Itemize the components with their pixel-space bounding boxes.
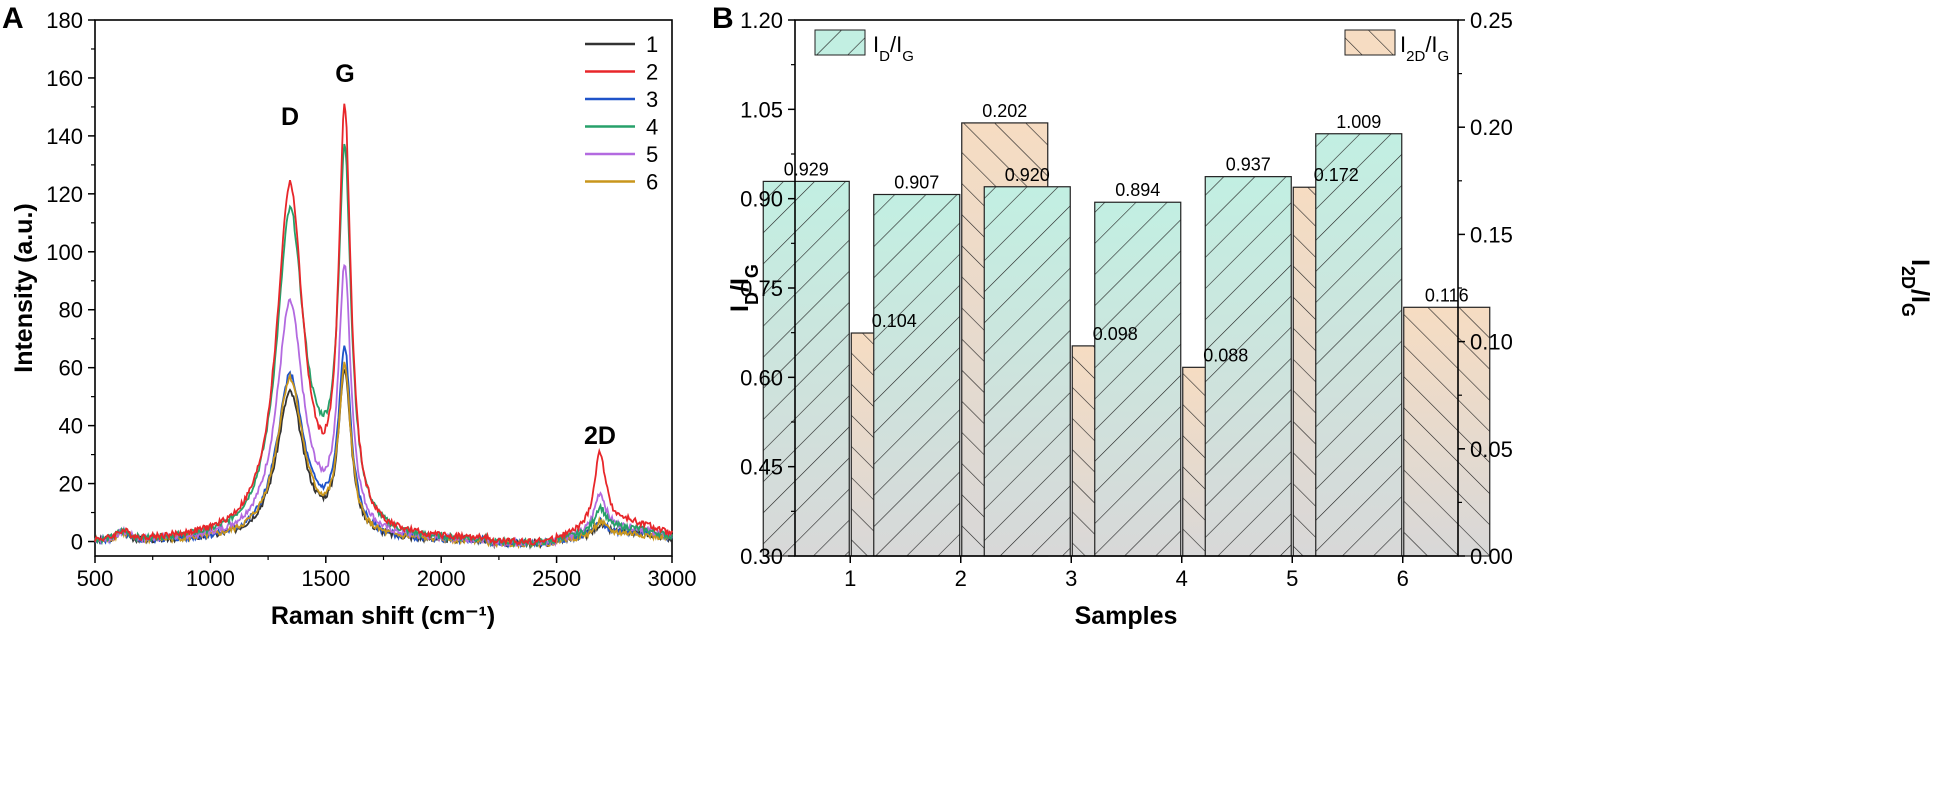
legend-label-2: 2 [646,60,658,85]
y-right-tick-label-b: 0.20 [1470,115,1513,140]
x-tick-label-b: 2 [955,566,967,591]
y-left-tick-label-b: 0.90 [740,187,783,212]
peak-label-g: G [335,60,354,88]
x-tick-label-b: 1 [844,566,856,591]
panel-label-a: A [2,2,24,35]
legend-b: ID/IG I2D/IG [814,29,1449,65]
data-label-id-ig-5: 0.937 [1226,155,1271,175]
y-right-tick-label-b: 0.15 [1470,222,1513,247]
x-axis-title-a: Raman shift (cm⁻¹) [271,602,495,630]
y-tick-label-a: 160 [46,66,83,91]
y-axis-title-a: Intensity (a.u.) [10,203,38,372]
y-right-tick-label-b: 0.10 [1470,330,1513,355]
x-tick-label-a: 3000 [648,566,697,591]
raman-spectra-chart: A 500 1000 1500 2000 2500 3000 0 20 40 60 80 100 120… [2,2,696,630]
y-tick-label-a: 60 [59,356,83,381]
y-left-tick-label-b: 1.05 [740,97,783,122]
x-tick-label-a: 500 [77,566,114,591]
y-right-tick-label-b: 0.05 [1470,437,1513,462]
data-label-id-ig-4: 0.894 [1115,180,1160,200]
y-tick-label-a: 100 [46,240,83,265]
legend-swatch-i2d-ig-hatch [1344,29,1396,56]
x-axis-title-b: Samples [1075,602,1178,630]
data-label-i2d-ig-6: 0.116 [1425,285,1469,305]
bar-id-ig-hatch-5 [1205,176,1292,556]
x-tick-label-b: 3 [1065,566,1077,591]
ratio-bar-chart: B 0.30 0.45 0.60 0.75 0.90 1.05 1.20 0.00 0.05 0.… [712,2,1934,630]
data-label-i2d-ig-1: 0.104 [872,311,917,331]
y-right-tick-label-b: 0.25 [1470,8,1513,33]
bar-id-ig-hatch-1 [763,181,850,556]
legend-label-5: 5 [646,142,658,167]
data-label-i2d-ig-5: 0.172 [1314,165,1359,185]
x-tick-label-b: 5 [1286,566,1298,591]
x-tick-label-a: 1500 [301,566,350,591]
bar-id-ig-hatch-6 [1315,133,1402,557]
y-left-tick-label-b: 0.45 [740,455,783,480]
legend-swatch-id-ig-hatch [814,29,866,56]
legend-label-3: 3 [646,87,658,112]
y-axis-title-right-b: I2D/IG [1898,259,1934,317]
data-label-id-ig-6: 1.009 [1336,112,1381,132]
bar-id-ig-hatch-3 [984,186,1071,556]
y-left-tick-label-b: 1.20 [740,8,783,33]
x-tick-label-b: 4 [1176,566,1188,591]
y-left-tick-label-b: 0.60 [740,365,783,390]
x-tick-label-b: 6 [1397,566,1409,591]
y-tick-label-a: 80 [59,298,83,323]
data-label-i2d-ig-2: 0.202 [982,101,1027,121]
legend-label-i2d-ig: I2D/IG [1400,32,1449,65]
data-label-i2d-ig-3: 0.098 [1093,324,1138,344]
y-tick-label-a: 0 [71,530,83,555]
data-label-i2d-ig-4: 0.088 [1203,345,1248,365]
y-left-tick-label-b: 0.30 [740,544,783,569]
data-label-id-ig-3: 0.920 [1005,165,1050,185]
legend-label-1: 1 [646,32,658,57]
x-tick-label-a: 1000 [186,566,235,591]
y-tick-label-a: 40 [59,414,83,439]
y-tick-label-a: 140 [46,124,83,149]
y-tick-label-a: 120 [46,182,83,207]
x-tick-label-a: 2500 [532,566,581,591]
peak-label-2d: 2D [584,422,616,450]
panel-label-b: B [712,2,734,35]
data-label-id-ig-1: 0.929 [784,159,829,179]
y-tick-label-a: 20 [59,472,83,497]
bar-id-ig-hatch-4 [1094,202,1181,557]
plot-frame-a [94,19,673,557]
legend-label-6: 6 [646,170,658,195]
legend-a: 1 23 45 6 [585,32,658,195]
x-tick-label-a: 2000 [417,566,466,591]
spectrum-line-2 [94,103,673,547]
peak-label-d: D [281,103,299,131]
bar-i2d-ig-hatch-6 [1403,307,1490,556]
spectrum-line-4 [94,143,673,549]
y-right-tick-label-b: 0.00 [1470,544,1513,569]
legend-label-4: 4 [646,115,658,140]
legend-label-id-ig: ID/IG [873,32,914,65]
y-left-tick-label-b: 0.75 [740,276,783,301]
spectrum-line-5 [94,263,673,548]
bar-id-ig-hatch-2 [873,194,960,556]
y-tick-label-a: 180 [46,8,83,33]
data-label-id-ig-2: 0.907 [894,172,939,192]
